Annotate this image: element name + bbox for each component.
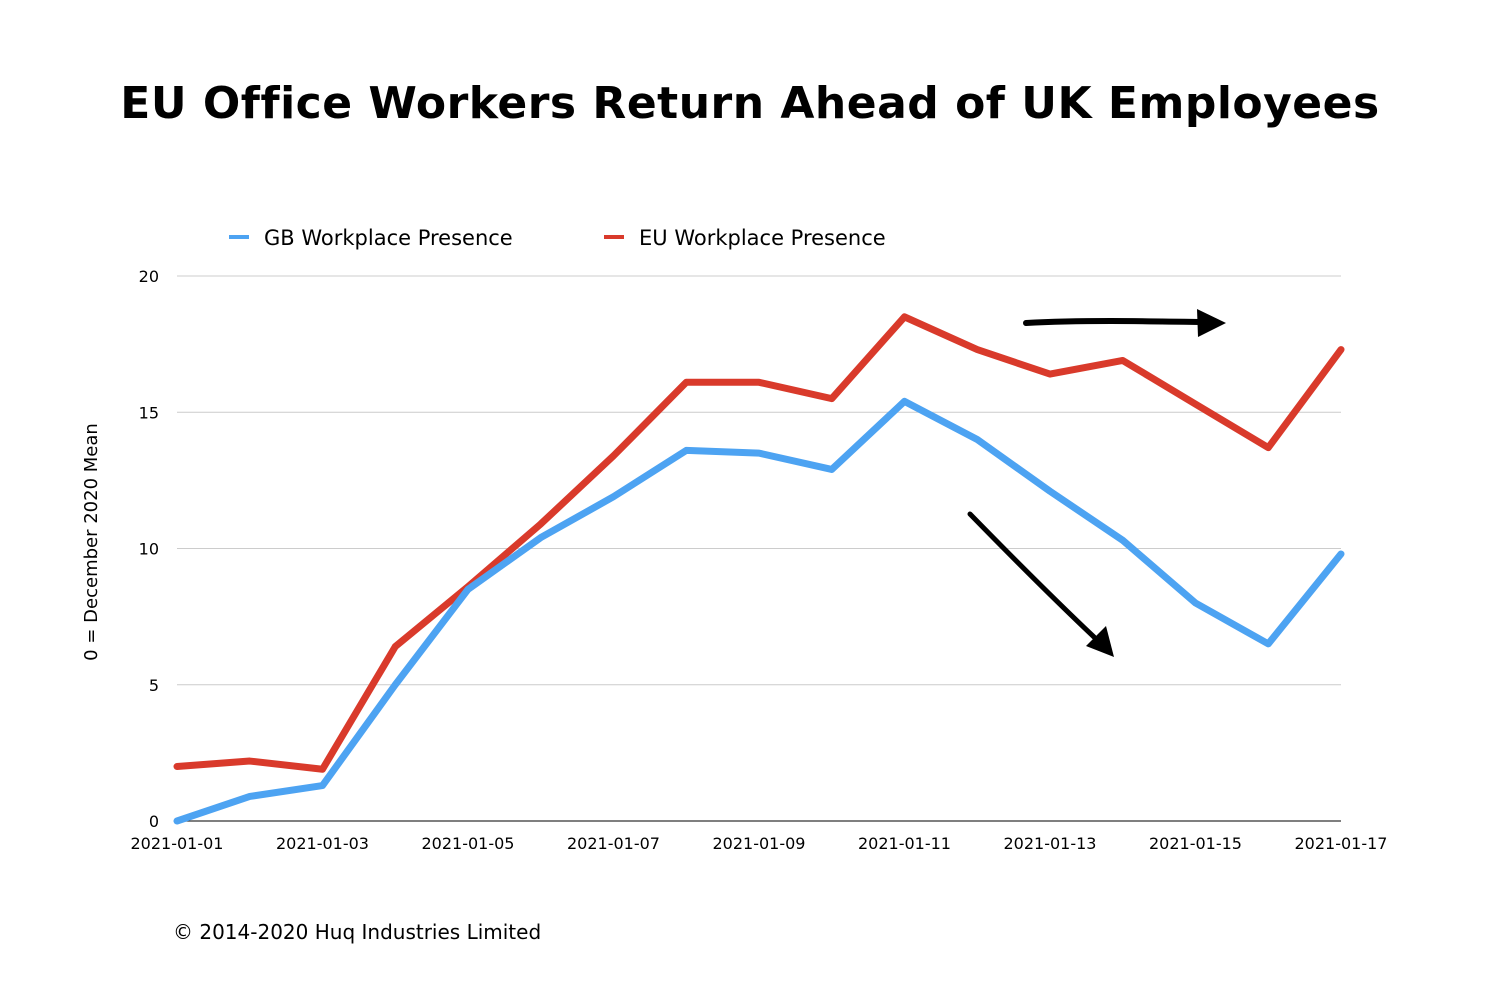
arrow-head bbox=[1086, 626, 1114, 657]
x-tick-label: 2021-01-07 bbox=[567, 834, 660, 853]
x-tick-label: 2021-01-17 bbox=[1295, 834, 1388, 853]
gb-workplace-presence-line bbox=[173, 397, 1345, 825]
x-tick-label: 2021-01-01 bbox=[131, 834, 224, 853]
legend-label: EU Workplace Presence bbox=[639, 226, 886, 250]
series-lines bbox=[173, 313, 1345, 825]
y-tick-label: 5 bbox=[149, 676, 159, 695]
eu-workplace-presence-line bbox=[173, 313, 1345, 773]
y-tick-label: 0 bbox=[149, 812, 159, 831]
x-axis-ticks: 2021-01-01 2021-01-03 2021-01-05 2021-01-07… bbox=[131, 834, 1388, 853]
x-tick-label: 2021-01-13 bbox=[1004, 834, 1097, 853]
legend-item: GB Workplace Presence bbox=[229, 226, 513, 250]
x-tick-label: 2021-01-09 bbox=[713, 834, 806, 853]
arrow-shaft bbox=[967, 511, 1097, 640]
x-tick-label: 2021-01-11 bbox=[858, 834, 951, 853]
y-tick-label: 15 bbox=[139, 403, 159, 422]
legend-label: GB Workplace Presence bbox=[264, 226, 513, 250]
legend-item: EU Workplace Presence bbox=[604, 226, 886, 250]
gridlines bbox=[177, 275, 1341, 822]
chart-title: EU Office Workers Return Ahead of UK Emp… bbox=[120, 78, 1380, 129]
arrow-down-right-annotation bbox=[967, 511, 1114, 657]
y-tick-label: 20 bbox=[139, 267, 159, 286]
x-tick-label: 2021-01-03 bbox=[276, 834, 369, 853]
arrow-shaft bbox=[1023, 318, 1203, 326]
arrow-right-annotation bbox=[1023, 309, 1226, 337]
y-axis-title: 0 = December 2020 Mean bbox=[81, 423, 102, 661]
x-tick-label: 2021-01-15 bbox=[1149, 834, 1242, 853]
y-axis-ticks: 0 5 10 15 20 bbox=[139, 267, 159, 831]
legend: GB Workplace Presence EU Workplace Presen… bbox=[229, 226, 886, 250]
copyright-footer: © 2014-2020 Huq Industries Limited bbox=[173, 920, 542, 944]
y-tick-label: 10 bbox=[139, 540, 159, 559]
annotations bbox=[967, 309, 1226, 657]
arrow-head bbox=[1197, 309, 1226, 337]
x-tick-label: 2021-01-05 bbox=[422, 834, 515, 853]
